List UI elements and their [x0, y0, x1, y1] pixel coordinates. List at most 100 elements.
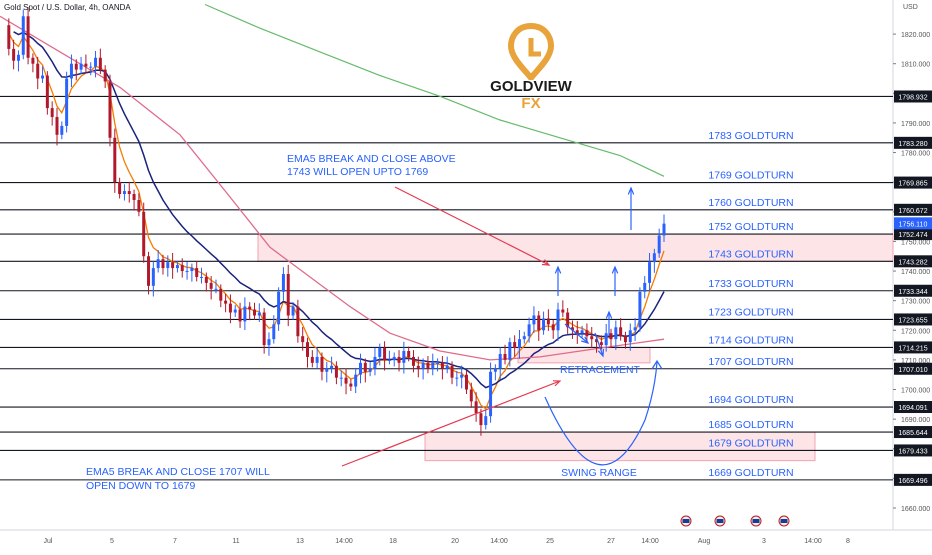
candle-body [69, 63, 73, 79]
goldview-pin-icon [507, 22, 555, 80]
symbol-header: Gold Spot / U.S. Dollar, 4h, OANDA [4, 3, 131, 12]
candle-body [604, 333, 608, 346]
candle-body [570, 327, 574, 331]
candle-body [286, 274, 290, 316]
x-tick-label: 11 [232, 538, 239, 545]
candle-body [171, 262, 175, 269]
swing-curve-head [651, 359, 663, 370]
symbol-title: Gold Spot / U.S. Dollar, 4h, OANDA [4, 3, 131, 12]
candle-body [648, 262, 652, 283]
price-level-label: 1714.215 [898, 345, 927, 352]
candle-body [60, 125, 64, 135]
candle-body [508, 342, 512, 360]
annotation-retracement: RETRACEMENT [560, 364, 641, 376]
candle-body [219, 288, 223, 301]
price-level-badge [894, 203, 932, 216]
candle-body [262, 312, 266, 346]
candle-body [84, 63, 88, 67]
highlight-zone [424, 431, 816, 462]
down-arrow [594, 332, 604, 357]
up-arrow-head [611, 265, 619, 274]
price-level-badge [894, 90, 932, 103]
x-tick-label: 14:00 [804, 538, 822, 545]
candle-body [253, 309, 257, 316]
candle-body [103, 69, 107, 82]
price-level-label: 1685.644 [898, 430, 927, 437]
event-flag-stripe [780, 519, 788, 523]
x-tick-label: 25 [546, 538, 554, 545]
candle-body [436, 362, 440, 364]
candle-body [445, 365, 449, 369]
price-level-badge [894, 473, 932, 486]
candle-body [556, 309, 560, 331]
candle-body [272, 324, 276, 340]
candle-body [546, 318, 550, 325]
candle-body [94, 57, 98, 67]
candle-body [74, 63, 78, 70]
goldturn-label: 1707 GOLDTURN [708, 356, 793, 368]
price-level-badge [894, 313, 932, 326]
candle-body [334, 365, 338, 378]
ema-blue-line [13, 31, 665, 389]
candle-body [513, 342, 517, 349]
candle-body [551, 324, 555, 331]
candle-body [561, 309, 565, 313]
candle-body [16, 54, 20, 61]
candle-body [363, 362, 367, 372]
candle-body [657, 235, 661, 254]
price-level-badge [894, 341, 932, 354]
y-tick-label: 1810.000 [901, 62, 930, 69]
candle-body [26, 16, 30, 58]
zone-layer [257, 233, 894, 462]
candle-body [132, 194, 136, 200]
candle-body [301, 336, 305, 343]
x-tick-label: 8 [846, 538, 850, 545]
candle-body [349, 383, 353, 387]
grid-layer [0, 0, 932, 531]
x-tick-label: 14:00 [490, 538, 508, 545]
candle-body [623, 336, 627, 343]
candle-body [180, 265, 184, 272]
candle-body [402, 351, 406, 363]
x-tick-label: 27 [607, 538, 615, 545]
candle-body [585, 330, 589, 337]
event-flag-stripe [752, 519, 760, 523]
candle-body [137, 199, 141, 212]
price-level-label: 1694.091 [898, 405, 927, 412]
y-tick-label: 1750.000 [901, 239, 930, 246]
y-tick-label: 1780.000 [901, 151, 930, 158]
ema-green-line [204, 3, 665, 177]
up-arrow-head [605, 310, 613, 319]
price-level-label: 1707.010 [898, 367, 927, 374]
candle-layer [7, 7, 666, 436]
candle-body [407, 351, 411, 357]
goldturn-label: 1679 GOLDTURN [708, 437, 793, 449]
x-tick-label: 14:00 [641, 538, 659, 545]
up-arrow-head [554, 265, 562, 274]
goldturn-label: 1769 GOLDTURN [708, 170, 793, 182]
goldturn-label: 1783 GOLDTURN [708, 130, 793, 142]
candle-body [195, 268, 199, 277]
price-level-label: 1752.474 [898, 232, 927, 239]
candle-body [628, 330, 632, 343]
goldturn-label: 1685 GOLDTURN [708, 419, 793, 431]
price-level-badge [894, 444, 932, 457]
arrow-to-1743-head [541, 259, 551, 266]
goldturn-label: 1752 GOLDTURN [708, 221, 793, 233]
candle-body [522, 336, 526, 340]
candle-body [479, 413, 483, 426]
candle-body [89, 66, 93, 68]
candle-body [147, 256, 151, 286]
y-tick-label: 1820.000 [901, 32, 930, 39]
price-level-badge [894, 255, 932, 268]
y-tick-label: 1720.000 [901, 328, 930, 335]
candle-body [156, 259, 160, 269]
price-level-badge [894, 228, 932, 241]
candle-body [36, 63, 40, 79]
candle-body [233, 309, 237, 313]
candle-body [368, 368, 372, 372]
candle-body [643, 282, 647, 292]
x-tick-label: Aug [698, 538, 711, 545]
price-level-badge [894, 426, 932, 439]
